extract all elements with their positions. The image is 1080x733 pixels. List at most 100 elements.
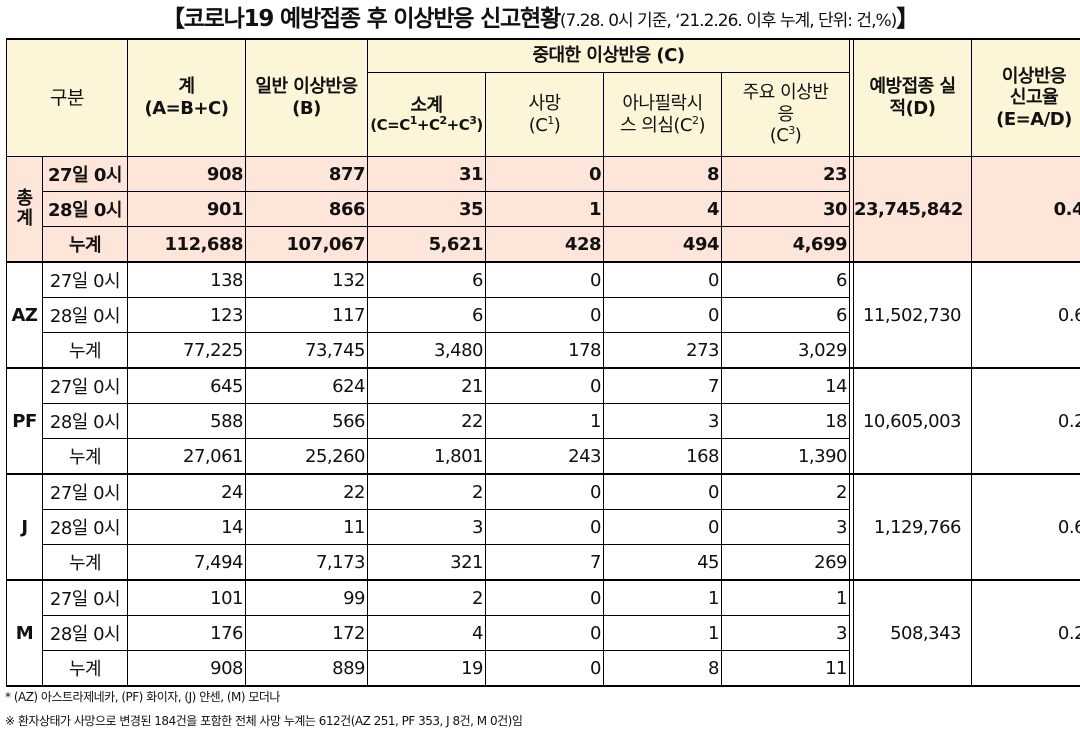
table-row: 누계 7,494 7,173 321 7 45 269 <box>7 544 1080 581</box>
cell-subtotal: 6 <box>367 261 486 298</box>
cell-major: 14 <box>721 367 850 404</box>
row-label: 28일 0시 <box>42 297 128 333</box>
table-row: 28일 0시 14 11 3 0 0 3 <box>7 509 1080 545</box>
cell-general: 624 <box>245 367 368 404</box>
header-death: 사망 (C1) <box>485 72 604 157</box>
cell-general: 22 <box>245 473 368 510</box>
row-label: 누계 <box>42 544 128 581</box>
row-label: 28일 0시 <box>42 403 128 439</box>
page-title: 【코로나19 예방접종 후 이상반응 신고현황(7.28. 0시 기준, ‘21… <box>0 2 1080 36</box>
cell-total: 908 <box>127 650 246 687</box>
cell-total: 27,061 <box>127 438 246 475</box>
row-label: 누계 <box>42 226 128 263</box>
cell-death: 0 <box>485 156 604 192</box>
cell-subtotal: 6 <box>367 297 486 333</box>
cell-death: 7 <box>485 544 604 581</box>
cell-major: 3,029 <box>721 332 850 369</box>
cell-anaphylaxis: 273 <box>603 332 722 369</box>
cell-subtotal: 31 <box>367 156 486 192</box>
row-label: 27일 0시 <box>42 579 128 616</box>
cell-rate: 0.48 <box>971 156 1080 263</box>
cell-total: 123 <box>127 297 246 333</box>
cell-major: 1 <box>721 579 850 616</box>
cell-major: 18 <box>721 403 850 439</box>
cell-anaphylaxis: 8 <box>603 650 722 687</box>
group-label: AZ <box>6 261 43 369</box>
cell-subtotal: 3 <box>367 509 486 545</box>
header-vaccinated-line1: 예방접종 실 <box>869 76 956 98</box>
header-general-label: 일반 이상반응 <box>255 76 358 98</box>
cell-major: 2 <box>721 473 850 510</box>
cell-total: 588 <box>127 403 246 439</box>
cell-subtotal: 321 <box>367 544 486 581</box>
row-label: 누계 <box>42 650 128 687</box>
header-major-line1: 주요 이상반 <box>742 82 829 104</box>
cell-general: 99 <box>245 579 368 616</box>
cell-anaphylaxis: 168 <box>603 438 722 475</box>
cell-total: 176 <box>127 615 246 651</box>
header-vaccinated-line2: 적(D) <box>889 98 936 119</box>
header-total: 계 (A=B+C) <box>127 38 246 157</box>
cell-major: 11 <box>721 650 850 687</box>
cell-subtotal: 3,480 <box>367 332 486 369</box>
cell-major: 6 <box>721 297 850 333</box>
header-death-code: (C1) <box>528 113 561 136</box>
group-label: J <box>6 473 43 581</box>
cell-general: 7,173 <box>245 544 368 581</box>
cell-death: 1 <box>485 191 604 227</box>
cell-anaphylaxis: 4 <box>603 191 722 227</box>
row-label: 27일 0시 <box>42 156 128 192</box>
cell-major: 4,699 <box>721 226 850 263</box>
cell-total: 24 <box>127 473 246 510</box>
row-label: 28일 0시 <box>42 191 128 227</box>
cell-death: 0 <box>485 297 604 333</box>
cell-anaphylaxis: 0 <box>603 297 722 333</box>
cell-general: 889 <box>245 650 368 687</box>
table-row: 누계 77,225 73,745 3,480 178 273 3,029 <box>7 332 1080 369</box>
cell-subtotal: 4 <box>367 615 486 651</box>
cell-death: 243 <box>485 438 604 475</box>
cell-major: 1,390 <box>721 438 850 475</box>
cell-major: 6 <box>721 261 850 298</box>
cell-general: 107,067 <box>245 226 368 263</box>
cell-anaphylaxis: 0 <box>603 473 722 510</box>
cell-major: 30 <box>721 191 850 227</box>
table-row: 28일 0시 176 172 4 0 1 3 <box>7 615 1080 651</box>
cell-anaphylaxis: 1 <box>603 579 722 616</box>
table-row: 28일 0시 588 566 22 1 3 18 <box>7 403 1080 439</box>
row-label: 28일 0시 <box>42 615 128 651</box>
cell-general: 132 <box>245 261 368 298</box>
cell-total: 7,494 <box>127 544 246 581</box>
cell-general: 25,260 <box>245 438 368 475</box>
cell-death: 428 <box>485 226 604 263</box>
cell-general: 172 <box>245 615 368 651</box>
cell-anaphylaxis: 8 <box>603 156 722 192</box>
cell-anaphylaxis: 7 <box>603 367 722 404</box>
adverse-reaction-table: 구분 계 (A=B+C) 일반 이상반응 (B) 중대한 이상반응 (C) 예방… <box>6 38 1080 687</box>
row-label: 27일 0시 <box>42 261 128 298</box>
row-label: 28일 0시 <box>42 509 128 545</box>
cell-subtotal: 1,801 <box>367 438 486 475</box>
cell-death: 0 <box>485 367 604 404</box>
cell-subtotal: 2 <box>367 579 486 616</box>
cell-death: 0 <box>485 509 604 545</box>
cell-general: 866 <box>245 191 368 227</box>
cell-total: 645 <box>127 367 246 404</box>
cell-subtotal: 35 <box>367 191 486 227</box>
cell-vaccinated: 10,605,003 <box>853 367 972 475</box>
header-death-label: 사망 <box>528 92 561 114</box>
header-serious: 중대한 이상반응 (C) <box>367 38 850 73</box>
header-total-formula: (A=B+C) <box>144 98 229 119</box>
cell-general: 117 <box>245 297 368 333</box>
group-label-line1: 총 <box>16 188 33 210</box>
title-end-bracket: 】 <box>896 6 919 32</box>
cell-death: 0 <box>485 615 604 651</box>
table-row: 28일 0시 901 866 35 1 4 30 <box>7 191 1080 227</box>
cell-total: 77,225 <box>127 332 246 369</box>
cell-death: 178 <box>485 332 604 369</box>
cell-vaccinated: 1,129,766 <box>853 473 972 581</box>
cell-anaphylaxis: 1 <box>603 615 722 651</box>
row-label: 27일 0시 <box>42 473 128 510</box>
table-row: 누계 112,688 107,067 5,621 428 494 4,699 <box>7 226 1080 263</box>
